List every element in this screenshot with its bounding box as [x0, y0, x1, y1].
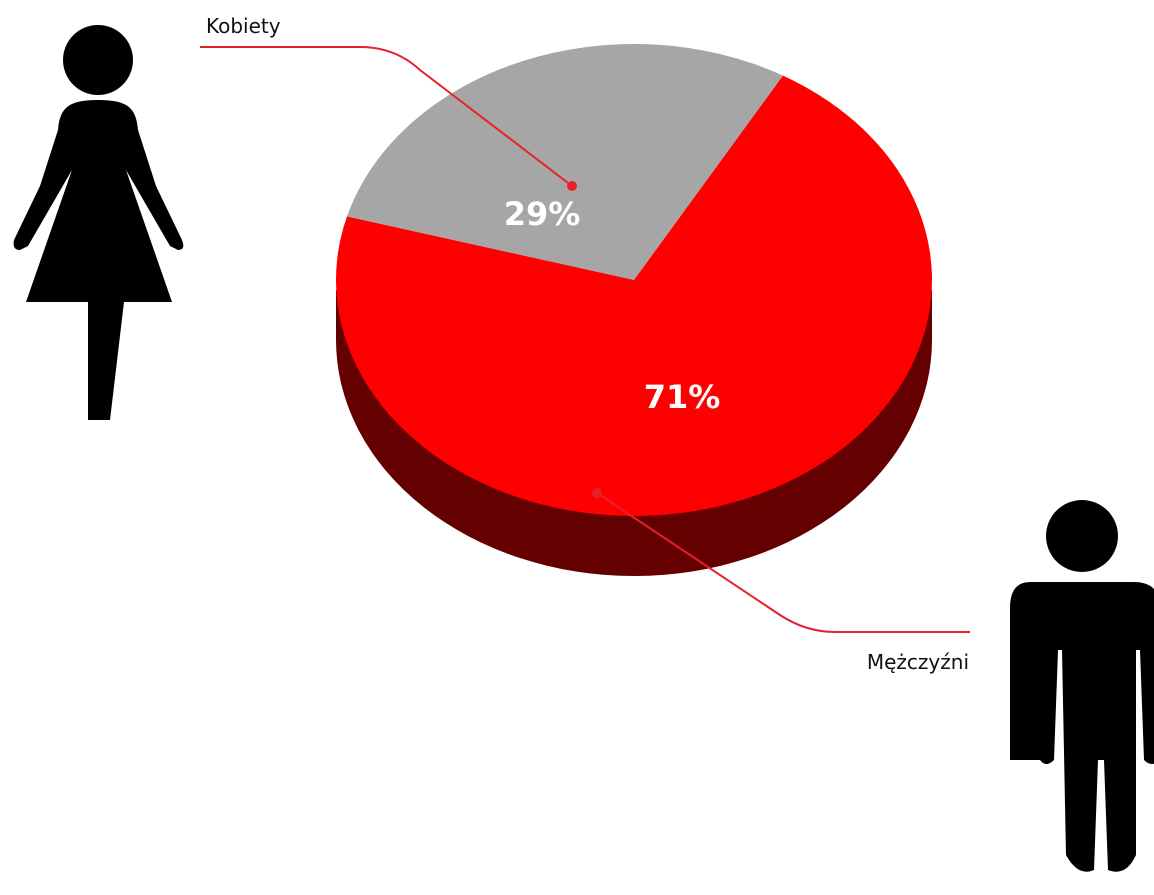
man-icon [1010, 500, 1154, 872]
pie-slice-mezczyzni [335, 75, 933, 516]
pie-slice-kobiety [346, 44, 783, 281]
leader-line-kobiety [200, 46, 573, 187]
legend-label-mezczyzni: Mężczyźni [867, 650, 969, 674]
leader-line-mezczyzni [596, 492, 970, 633]
woman-icon [13, 25, 184, 420]
slice-value-kobiety: 29% [504, 195, 581, 233]
slice-value-mezczyzni: 71% [644, 378, 721, 416]
legend-label-kobiety: Kobiety [206, 14, 281, 38]
leader-dot-kobiety [567, 181, 577, 191]
leader-dot-mezczyzni [592, 488, 602, 498]
